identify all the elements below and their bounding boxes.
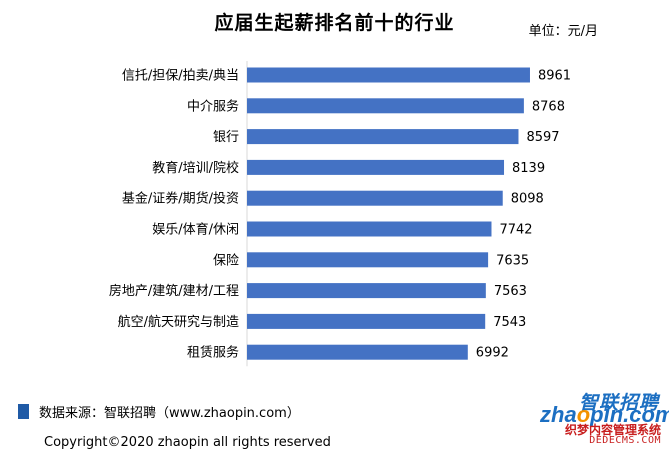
category-label: 娱乐/体育/休闲 (152, 222, 239, 238)
bar (247, 313, 486, 329)
value-label: 8139 (512, 161, 545, 176)
value-label: 7543 (493, 315, 526, 330)
watermark-en: DEDECMS.COM (589, 435, 661, 446)
category-label: 保险 (213, 253, 239, 268)
value-label: 7635 (496, 253, 529, 268)
data-source: 数据来源：智联招聘（www.zhaopin.com） (18, 402, 300, 421)
category-label: 信托/担保/拍卖/典当 (122, 69, 239, 84)
value-label: 8597 (526, 130, 559, 145)
zhaopin-logo: 智联招聘 zhaopin.com 织梦内容管理系统 DEDECMS.COM (540, 388, 669, 450)
bar (247, 283, 486, 299)
copyright-text: Copyright©2020 zhaopin all rights reserv… (44, 435, 331, 450)
category-label: 基金/证券/期货/投资 (122, 191, 239, 207)
value-label: 8768 (532, 99, 565, 114)
bar (247, 159, 505, 175)
category-label: 航空/航天研究与制造 (118, 314, 239, 330)
bar (247, 67, 530, 83)
chart-title: 应届生起薪排名前十的行业 (214, 12, 455, 34)
value-label: 7742 (499, 223, 532, 238)
unit-label: 单位：元/月 (528, 24, 598, 39)
category-label: 租赁服务 (187, 345, 239, 361)
category-label: 教育/培训/院校 (152, 160, 239, 176)
bar (247, 344, 468, 360)
value-label: 6992 (476, 346, 509, 361)
watermark-cn: 织梦内容管理系统 (564, 423, 661, 437)
logo-en-prefix: zha (540, 402, 577, 427)
bar (247, 98, 524, 114)
bar (247, 190, 503, 206)
category-label: 银行 (213, 130, 239, 145)
value-label: 8098 (511, 192, 544, 207)
value-label: 7563 (494, 284, 527, 299)
source-text: 数据来源：智联招聘（www.zhaopin.com） (39, 406, 300, 421)
logo-en-text: zhaopin.com (540, 402, 669, 428)
bar-chart: 信托/担保/拍卖/典当 8961 中介服务 8768 银行 8597 教育/培训/院校 813… (109, 61, 571, 367)
logo-en-suffix: pin.com (590, 402, 669, 427)
bar (247, 252, 489, 268)
category-label: 中介服务 (187, 98, 239, 114)
bar (247, 221, 492, 237)
bar (247, 129, 519, 145)
logo-en-highlight: o (576, 402, 591, 427)
logo-cn-text: 智联招聘 (578, 392, 659, 414)
source-marker (18, 404, 29, 419)
category-label: 房地产/建筑/建材/工程 (109, 283, 239, 299)
value-label: 8961 (538, 69, 571, 84)
